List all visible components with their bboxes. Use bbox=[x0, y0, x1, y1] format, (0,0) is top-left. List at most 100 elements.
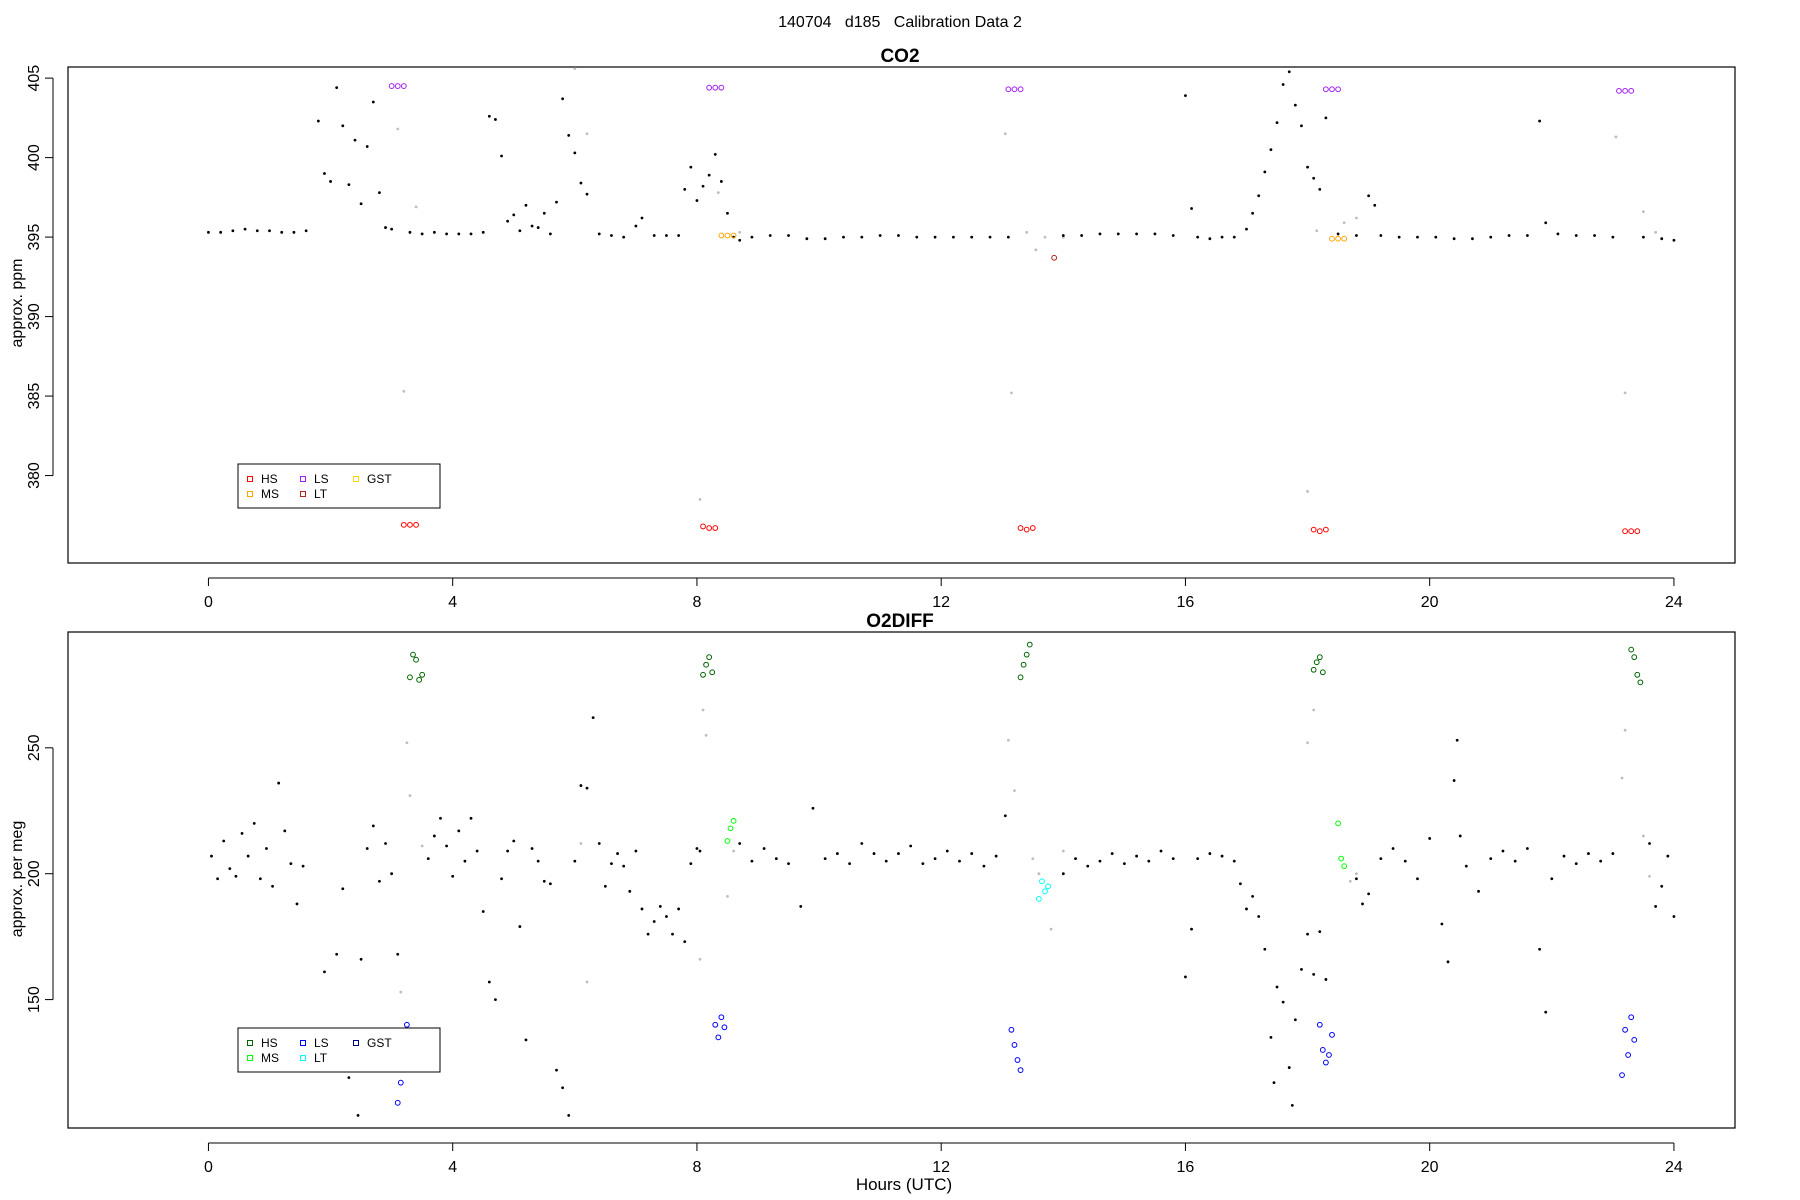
o2diff-air-point bbox=[872, 852, 876, 855]
o2diff-air-point bbox=[1275, 985, 1279, 989]
co2-air-point bbox=[457, 232, 461, 236]
co2-air-point bbox=[1544, 221, 1548, 225]
o2diff-air-point bbox=[1455, 738, 1459, 742]
co2-air-point bbox=[1208, 237, 1212, 241]
co2-flush-point bbox=[414, 205, 418, 209]
o2diff-ls-point bbox=[1622, 1026, 1628, 1033]
o2diff-series-flush bbox=[399, 708, 1651, 994]
o2diff-hs-point bbox=[1023, 651, 1030, 658]
o2diff-ms-point bbox=[1338, 855, 1345, 862]
o2diff-air-point bbox=[1599, 859, 1603, 863]
o2diff-air-point bbox=[210, 854, 213, 858]
co2-flush-point bbox=[1654, 230, 1658, 234]
o2diff-air-point bbox=[295, 902, 299, 906]
co2-ls-point bbox=[1628, 87, 1635, 94]
co2-air-point bbox=[823, 237, 827, 241]
o2diff-air-point bbox=[1110, 852, 1114, 855]
o2diff-air-point bbox=[1098, 859, 1102, 863]
co2-air-point bbox=[970, 235, 974, 239]
co2-air-point bbox=[1471, 237, 1474, 241]
o2diff-air-point bbox=[475, 849, 479, 853]
co2-air-point bbox=[1538, 119, 1542, 123]
o2diff-ls-point bbox=[1316, 1021, 1323, 1028]
co2-ms-point bbox=[1341, 235, 1348, 242]
co2-air-point bbox=[219, 230, 223, 234]
co2-air-point bbox=[713, 153, 717, 156]
o2diff-legend-label-ms: MS bbox=[261, 1051, 279, 1065]
o2diff-ls-point bbox=[718, 1014, 725, 1021]
o2diff-legend-label-lt: LT bbox=[314, 1051, 328, 1065]
co2-air-point bbox=[1275, 121, 1279, 125]
o2diff-y-axis-label: approx. per meg bbox=[9, 821, 26, 938]
co2-air-point bbox=[207, 230, 210, 234]
o2diff-air-point bbox=[323, 970, 326, 974]
co2-air-point bbox=[640, 216, 644, 220]
co2-x-tick-label: 0 bbox=[204, 594, 213, 611]
o2diff-x-tick-label: 24 bbox=[1665, 1159, 1683, 1176]
co2-air-point bbox=[1672, 238, 1676, 242]
o2diff-air-point bbox=[252, 821, 256, 825]
o2diff-ls-point bbox=[1326, 1052, 1332, 1058]
o2diff-air-point bbox=[628, 889, 632, 893]
o2diff-flush-point bbox=[1031, 857, 1035, 860]
o2diff-air-point bbox=[542, 879, 546, 883]
co2-ls-point bbox=[400, 83, 407, 89]
co2-air-point bbox=[1006, 235, 1010, 239]
o2diff-flush-point bbox=[399, 990, 403, 994]
o2diff-ms-point bbox=[727, 825, 734, 832]
o2diff-air-point bbox=[695, 847, 699, 850]
co2-y-tick-label: 380 bbox=[26, 462, 43, 489]
o2diff-ls-point bbox=[715, 1034, 722, 1041]
co2-hs-point bbox=[1322, 526, 1329, 533]
co2-air-point bbox=[506, 219, 510, 223]
o2diff-air-point bbox=[1538, 947, 1542, 951]
co2-air-point bbox=[787, 234, 790, 237]
co2-ls-point bbox=[394, 83, 401, 89]
o2diff-air-point bbox=[494, 998, 497, 1001]
co2-ms-point bbox=[724, 232, 731, 239]
co2-air-point bbox=[359, 202, 363, 206]
o2diff-air-point bbox=[222, 839, 226, 843]
o2diff-lt-point bbox=[1042, 888, 1048, 895]
o2diff-x-tick-label: 20 bbox=[1421, 1159, 1439, 1176]
o2diff-air-point bbox=[1272, 1081, 1276, 1085]
o2diff-panel: O2DIFF approx. per meg 0 4 8 12 16 20 24 150 200… bbox=[9, 611, 1736, 1176]
co2-air-point bbox=[1300, 124, 1303, 128]
o2diff-air-point bbox=[646, 932, 650, 936]
co2-air-point bbox=[353, 138, 357, 142]
o2diff-air-point bbox=[640, 907, 644, 911]
co2-air-point bbox=[1312, 176, 1316, 180]
o2diff-air-point bbox=[487, 980, 491, 984]
o2diff-air-point bbox=[1355, 877, 1358, 881]
o2diff-hs-point bbox=[1017, 674, 1024, 681]
co2-legend-swatch-gst bbox=[353, 476, 359, 482]
o2diff-air-point bbox=[622, 864, 626, 868]
co2-air-point bbox=[1593, 234, 1596, 237]
o2diff-flush-point bbox=[726, 894, 729, 898]
o2diff-air-point bbox=[677, 907, 681, 911]
co2-air-point bbox=[933, 235, 937, 239]
o2diff-air-point bbox=[439, 816, 442, 820]
co2-air-point bbox=[665, 234, 668, 237]
o2diff-series-hs bbox=[407, 641, 1644, 686]
o2diff-ms-point bbox=[730, 817, 737, 824]
figure-title: 140704 d185 Calibration Data 2 bbox=[778, 14, 1022, 31]
co2-air-point bbox=[738, 238, 742, 242]
co2-hs-point bbox=[413, 521, 419, 528]
co2-legend-box bbox=[237, 463, 441, 509]
o2diff-ls-point bbox=[1008, 1026, 1015, 1033]
o2diff-ls-point bbox=[1322, 1059, 1329, 1066]
co2-hs-point bbox=[1634, 528, 1641, 535]
o2diff-air-point bbox=[658, 905, 662, 908]
o2diff-air-point bbox=[1269, 1035, 1273, 1039]
co2-y-tick-label: 385 bbox=[26, 383, 43, 410]
co2-flush-point bbox=[573, 67, 577, 70]
co2-series-lt bbox=[1051, 254, 1058, 261]
o2diff-series-lt bbox=[1035, 878, 1051, 902]
o2diff-legend-label-ls: LS bbox=[314, 1036, 329, 1050]
co2-air-point bbox=[1660, 237, 1664, 241]
o2diff-air-point bbox=[347, 1076, 351, 1080]
co2-air-point bbox=[518, 229, 522, 233]
o2diff-air-point bbox=[1245, 907, 1248, 911]
